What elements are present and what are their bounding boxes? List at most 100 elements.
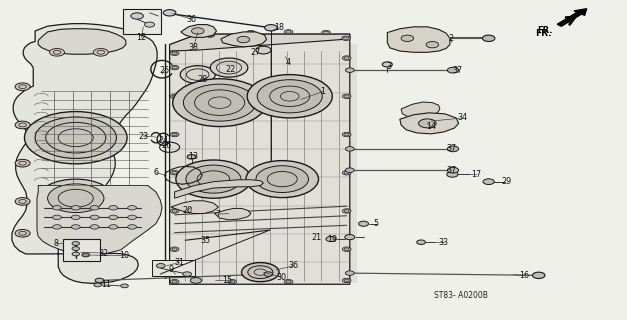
Polygon shape [401, 102, 440, 118]
Polygon shape [387, 27, 450, 52]
Polygon shape [181, 25, 216, 37]
Circle shape [24, 112, 127, 164]
Polygon shape [174, 180, 263, 198]
Text: 4: 4 [286, 58, 291, 67]
Bar [152, 260, 194, 276]
Text: 17: 17 [471, 170, 481, 179]
Circle shape [95, 278, 104, 283]
Circle shape [176, 160, 251, 198]
Circle shape [345, 235, 355, 240]
Text: 27: 27 [251, 48, 261, 57]
Circle shape [264, 272, 273, 276]
Circle shape [342, 56, 351, 60]
Text: 31: 31 [174, 258, 184, 267]
Circle shape [164, 10, 176, 16]
Circle shape [53, 215, 61, 220]
Circle shape [284, 279, 293, 284]
Text: 32: 32 [99, 249, 109, 258]
Text: FR.: FR. [537, 26, 553, 35]
Text: 38: 38 [188, 43, 198, 52]
Circle shape [342, 94, 351, 99]
Circle shape [342, 171, 351, 175]
Circle shape [15, 229, 30, 237]
Polygon shape [37, 186, 162, 254]
Circle shape [187, 155, 196, 159]
Circle shape [82, 253, 90, 257]
Circle shape [417, 240, 426, 244]
Circle shape [145, 22, 155, 27]
Circle shape [326, 236, 336, 242]
Text: 36: 36 [186, 15, 196, 24]
Text: 20: 20 [182, 206, 192, 215]
Circle shape [15, 159, 30, 167]
Circle shape [50, 49, 65, 56]
Text: 15: 15 [222, 276, 232, 285]
Text: 18: 18 [274, 23, 284, 32]
Polygon shape [214, 208, 251, 220]
Circle shape [171, 132, 179, 137]
Text: 5: 5 [374, 219, 379, 228]
Text: 25: 25 [159, 66, 170, 75]
Circle shape [48, 184, 104, 212]
Circle shape [284, 30, 293, 34]
Text: 23: 23 [139, 132, 149, 140]
Circle shape [190, 277, 201, 283]
Circle shape [35, 117, 117, 158]
Text: 12: 12 [137, 33, 147, 42]
Circle shape [53, 205, 61, 210]
Circle shape [128, 205, 137, 210]
Circle shape [128, 225, 137, 229]
Circle shape [257, 80, 322, 113]
Circle shape [172, 79, 266, 126]
Text: 1: 1 [320, 87, 325, 96]
Bar [123, 9, 162, 34]
Circle shape [483, 179, 494, 185]
Text: 37: 37 [452, 66, 463, 75]
Text: 30: 30 [276, 273, 286, 282]
Text: 35: 35 [201, 236, 211, 245]
Circle shape [241, 263, 279, 282]
Text: 7: 7 [216, 210, 221, 219]
Circle shape [109, 215, 118, 220]
Text: 36: 36 [288, 261, 298, 270]
Text: 37: 37 [446, 144, 456, 153]
Circle shape [93, 49, 108, 56]
Circle shape [90, 215, 99, 220]
Text: 6: 6 [154, 168, 159, 177]
Circle shape [72, 247, 80, 251]
Circle shape [206, 33, 214, 37]
Circle shape [322, 30, 330, 35]
Circle shape [128, 215, 137, 220]
Circle shape [210, 58, 248, 77]
Circle shape [345, 271, 354, 275]
Circle shape [191, 28, 204, 34]
Circle shape [183, 84, 256, 121]
Circle shape [401, 35, 414, 42]
Text: 3: 3 [386, 61, 391, 70]
Polygon shape [12, 24, 157, 283]
Circle shape [71, 205, 80, 210]
Circle shape [345, 147, 354, 151]
Circle shape [345, 168, 354, 172]
Circle shape [342, 247, 351, 252]
Circle shape [171, 279, 179, 284]
Text: 2: 2 [448, 35, 454, 44]
Circle shape [15, 83, 30, 91]
Circle shape [90, 225, 99, 229]
Circle shape [90, 205, 99, 210]
Text: 13: 13 [188, 152, 198, 161]
Circle shape [15, 121, 30, 129]
Text: 19: 19 [327, 235, 337, 244]
Text: ST83- A0200B: ST83- A0200B [434, 291, 487, 300]
Text: 22: 22 [226, 65, 236, 74]
Circle shape [256, 166, 308, 193]
Text: 9: 9 [168, 265, 174, 275]
Circle shape [71, 215, 80, 220]
Circle shape [247, 75, 332, 118]
Circle shape [419, 119, 436, 128]
Bar [63, 239, 100, 261]
Circle shape [246, 161, 319, 197]
Circle shape [109, 225, 118, 229]
Circle shape [72, 242, 80, 245]
Circle shape [171, 171, 179, 175]
